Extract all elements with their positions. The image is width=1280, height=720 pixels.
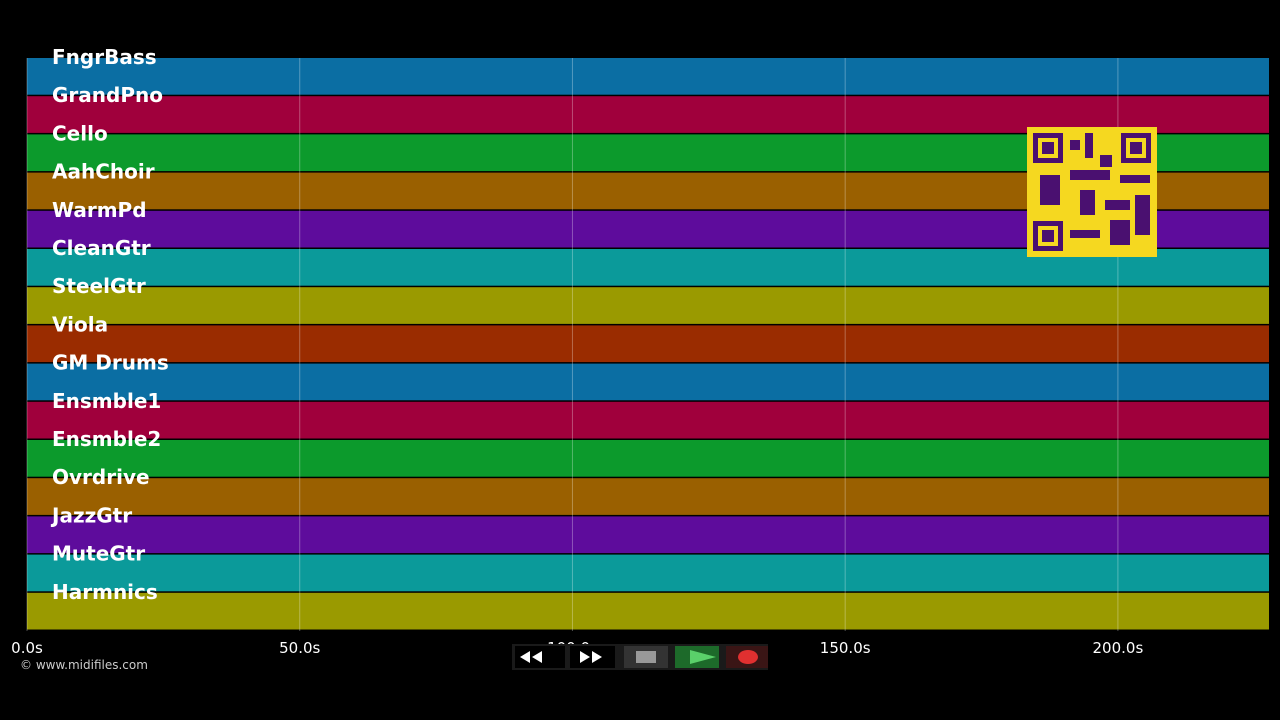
track-label: Cello — [52, 121, 108, 145]
track-label: Viola — [52, 312, 108, 336]
track-label: WarmPd — [52, 198, 147, 222]
track-labels: FngrBass GrandPno Cello AahChoir WarmPd Clean… — [50, 45, 169, 604]
track-row — [27, 478, 1269, 515]
qr-code — [1027, 127, 1157, 257]
track-label: Ensmble2 — [52, 427, 161, 451]
track-label: JazzGtr — [50, 503, 132, 527]
track-label: AahChoir — [52, 160, 155, 184]
track-row — [27, 401, 1269, 439]
track-label: Ovrdrive — [52, 465, 150, 489]
credit: © www.midifiles.com — [20, 658, 148, 672]
x-tick-label: 50.0s — [279, 639, 320, 657]
track-row — [27, 287, 1269, 324]
track-row — [27, 592, 1269, 630]
rewind-button[interactable] — [515, 646, 565, 668]
track-label: Harmnics — [52, 580, 158, 604]
x-tick-label: 200.0s — [1093, 639, 1144, 657]
track-row — [27, 363, 1269, 401]
track-row — [27, 58, 1269, 95]
track-label: FngrBass — [52, 45, 157, 69]
track-row — [27, 96, 1269, 133]
stop-button[interactable] — [624, 646, 668, 668]
transport-controls — [512, 644, 768, 670]
record-button[interactable] — [726, 646, 768, 668]
play-button[interactable] — [675, 646, 719, 668]
track-row — [27, 554, 1269, 592]
track-label: GrandPno — [52, 83, 163, 107]
track-row — [27, 325, 1269, 363]
track-label: SteelGtr — [52, 274, 146, 298]
track-label: CleanGtr — [52, 236, 151, 260]
track-row — [27, 440, 1269, 477]
x-tick-label: 0.0s — [11, 639, 43, 657]
track-label: GM Drums — [52, 351, 169, 375]
x-tick-label: 150.0s — [820, 639, 871, 657]
track-label: Ensmble1 — [52, 389, 161, 413]
forward-button[interactable] — [570, 646, 615, 668]
track-label: MuteGtr — [52, 542, 145, 566]
track-row — [27, 516, 1269, 554]
